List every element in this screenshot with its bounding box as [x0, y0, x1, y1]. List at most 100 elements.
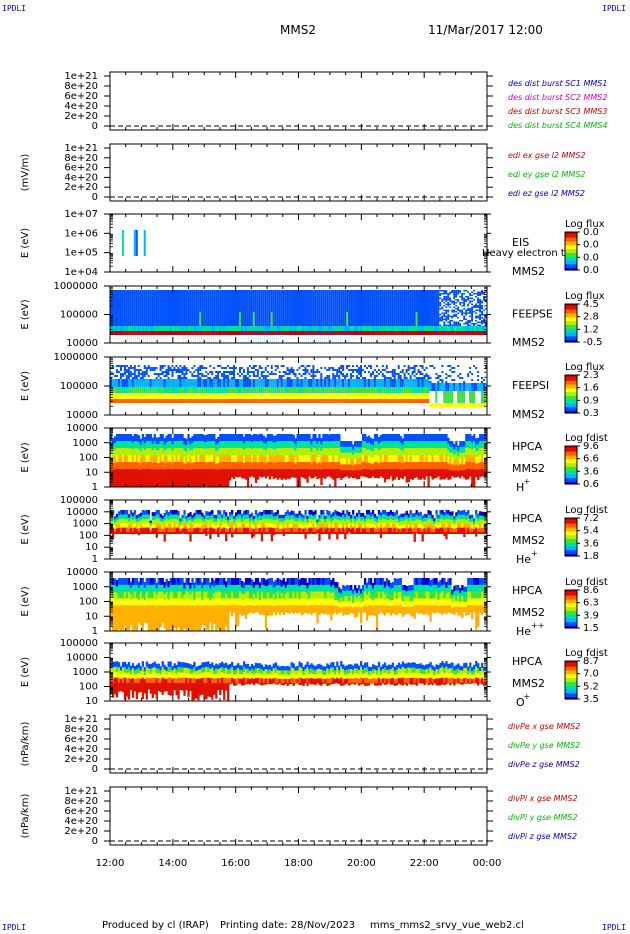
- legend-divpi-1: divPi y gse MMS2: [508, 813, 578, 822]
- colorbar-tick-feepse-1: 2.8: [583, 312, 599, 323]
- ylabel-divpi: (nPa/km): [20, 794, 31, 839]
- ytick-label-divpi-2: 6e+20: [64, 806, 98, 817]
- ytick-label-edi-0: 1e+21: [64, 143, 98, 154]
- colorbar-title-feepse: Log flux: [565, 291, 605, 302]
- corner-label-top-left: IPDLI: [2, 4, 27, 13]
- colorbar-tick-feepse-0: 4.5: [583, 299, 599, 310]
- ytick-label-hpca_he2-1: 1000: [73, 582, 98, 593]
- instrument-sc-feepse: MMS2: [512, 336, 545, 349]
- ytick-label-edi-5: 0: [92, 192, 98, 203]
- frame-divpi: [109, 786, 488, 846]
- colorbar-tick-eis-3: 0.0: [583, 265, 599, 276]
- ytick-label-edi-4: 2e+20: [64, 182, 98, 193]
- colorbar-tick-hpca_o-0: 8.7: [583, 656, 599, 667]
- colorbar-tick-feepsi-3: 0.3: [583, 408, 599, 419]
- ytick-label-divpi-4: 2e+20: [64, 826, 98, 837]
- charge-hpca_o: +: [524, 692, 531, 701]
- ytick-label-desdist-5: 0: [92, 121, 98, 132]
- ytick-label-desdist-0: 1e+21: [64, 71, 98, 82]
- spacecraft-title: MMS2: [280, 23, 316, 37]
- ytick-label-hpca_o-0: 100000: [60, 638, 98, 649]
- spectrogram-hpca_o: [110, 661, 487, 701]
- ytick-label-hpca_he2-0: 10000: [66, 567, 98, 578]
- ytick-label-hpca_he1-1: 10000: [66, 507, 98, 518]
- species-hpca_h: H: [516, 481, 524, 494]
- spectrogram-feepsi: [110, 365, 487, 407]
- ytick-label-hpca_h-2: 100: [79, 453, 98, 464]
- ytick-label-hpca_h-1: 1000: [73, 438, 98, 449]
- ytick-label-edi-2: 6e+20: [64, 163, 98, 174]
- ytick-label-hpca_h-0: 10000: [66, 423, 98, 434]
- ytick-label-desdist-4: 2e+20: [64, 111, 98, 122]
- species-hpca_he1: He: [516, 553, 531, 566]
- panel-eis: 1e+07 1e+06 1e+05 1e+04 E (eV) EIS MMS2 Heavy e…: [20, 209, 605, 278]
- colorbar-tick-hpca_he2-3: 1.5: [583, 623, 599, 634]
- ytick-label-feepsi-1: 100000: [60, 381, 98, 392]
- ytick-label-eis-2: 1e+05: [64, 248, 98, 259]
- colorbar-tick-hpca_he2-0: 8.6: [583, 585, 599, 596]
- instrument-name-hpca_he1: HPCA: [512, 512, 543, 525]
- instrument-sc-hpca_he1: MMS2: [512, 534, 545, 547]
- legend-desdist-3: des dist burst SC4 MMS4: [508, 121, 607, 130]
- ytick-label-hpca_h-4: 1: [92, 482, 98, 493]
- ylabel-edi: (mV/m): [20, 154, 31, 192]
- corner-label-bottom-right: IPDLI: [602, 923, 627, 932]
- time-tick-3: 18:00: [284, 858, 313, 869]
- time-tick-5: 22:00: [410, 858, 439, 869]
- colorbar-tick-feepsi-0: 2.3: [583, 370, 599, 381]
- legend-edi-1: edi ey gse l2 MMS2: [508, 170, 586, 179]
- colorbar-feepsi: [564, 374, 578, 414]
- colorbar-title-hpca_he2: Log fdist: [565, 577, 608, 588]
- frame-desdist: [109, 71, 488, 131]
- legend-desdist-2: des dist burst SC3 MMS3: [508, 107, 607, 116]
- colorbar-tick-eis-0: 0.0: [583, 227, 599, 238]
- colorbar-tick-feepsi-2: 0.9: [583, 395, 599, 406]
- frame-eis: [109, 213, 488, 273]
- ytick-label-hpca_h-3: 10: [85, 467, 98, 478]
- legend-divpe-1: divPe y gse MMS2: [508, 741, 580, 750]
- colorbar-hpca_o: [564, 660, 578, 700]
- colorbar-tick-hpca_h-2: 3.6: [583, 466, 599, 477]
- legend-divpi-2: divPi z gse MMS2: [508, 832, 577, 841]
- ylabel-hpca_he2: E (eV): [20, 586, 31, 616]
- spectrogram-feepse: [110, 290, 487, 343]
- colorbar-tick-hpca_h-1: 6.6: [583, 454, 599, 465]
- colorbar-hpca_h: [564, 445, 578, 485]
- ylabel-hpca_h: E (eV): [20, 442, 31, 472]
- ytick-label-eis-1: 1e+06: [64, 228, 98, 239]
- charge-hpca_he1: +: [531, 549, 538, 558]
- ytick-label-desdist-1: 8e+20: [64, 81, 98, 92]
- legend-divpe-2: divPe z gse MMS2: [508, 760, 580, 769]
- ytick-label-hpca_he1-5: 1: [92, 554, 98, 565]
- ytick-label-divpi-1: 8e+20: [64, 796, 98, 807]
- frame-divpe: [109, 714, 488, 774]
- ytick-label-hpca_o-3: 100: [79, 682, 98, 693]
- ylabel-hpca_he1: E (eV): [20, 514, 31, 544]
- spectrogram-hpca_he2: [110, 578, 487, 631]
- time-tick-0: 12:00: [96, 858, 125, 869]
- ytick-label-hpca_o-1: 10000: [66, 653, 98, 664]
- legend-desdist-1: des dist burst SC2 MMS2: [508, 93, 607, 102]
- ytick-label-hpca_o-4: 10: [85, 696, 98, 707]
- ytick-label-edi-1: 8e+20: [64, 153, 98, 164]
- ytick-label-hpca_he1-2: 1000: [73, 519, 98, 530]
- colorbar-tick-hpca_o-3: 3.5: [583, 694, 599, 705]
- colorbar-hpca_he2: [564, 589, 578, 629]
- legend-edi-2: edi ez gse l2 MMS2: [508, 189, 585, 198]
- overlay-eis: Heavy electron to: [482, 248, 571, 259]
- panel-hpca_h: 10000 1000 100 10 1 E (eV) HPCA MMS2 H + Log fdist…: [20, 423, 608, 494]
- colorbar-tick-feepsi-1: 1.6: [583, 383, 599, 394]
- colorbar-tick-hpca_h-0: 9.6: [583, 441, 599, 452]
- ytick-label-desdist-3: 4e+20: [64, 101, 98, 112]
- instrument-name-hpca_h: HPCA: [512, 440, 543, 453]
- time-tick-2: 16:00: [221, 858, 250, 869]
- ylabel-feepsi: E (eV): [20, 371, 31, 401]
- ytick-label-divpi-5: 0: [92, 836, 98, 847]
- colorbar-title-hpca_h: Log fdist: [565, 433, 608, 444]
- colorbar-tick-eis-1: 0.0: [583, 240, 599, 251]
- ytick-label-divpe-3: 4e+20: [64, 744, 98, 755]
- ytick-label-divpe-0: 1e+21: [64, 714, 98, 725]
